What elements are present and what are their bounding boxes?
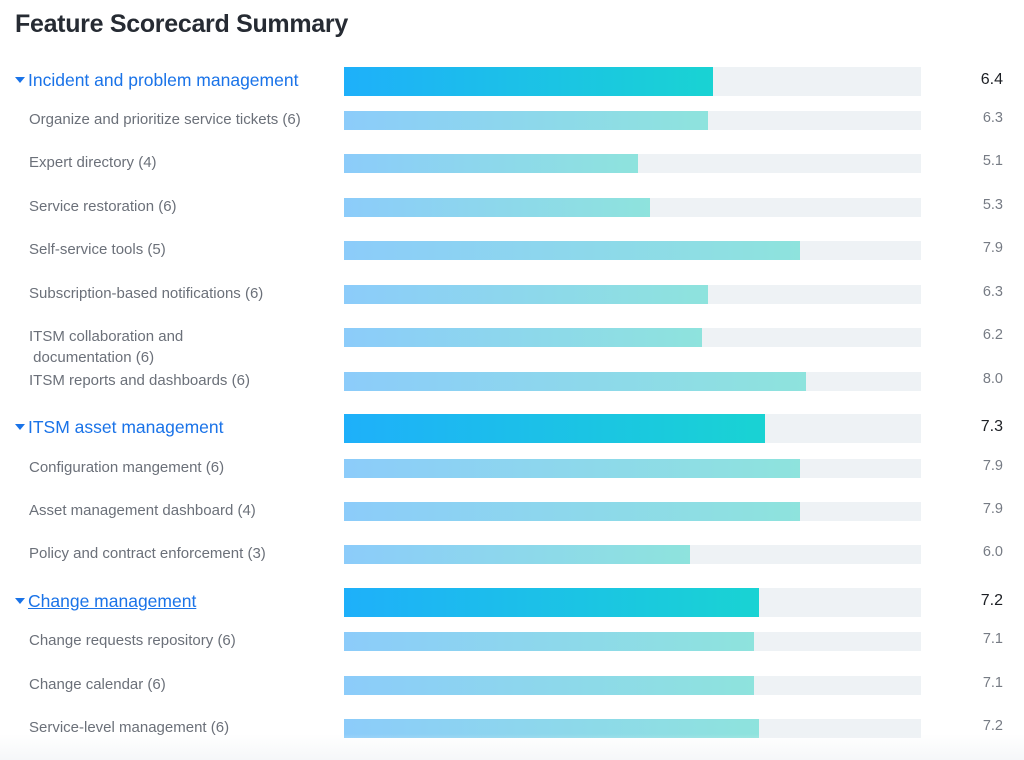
bar-track (344, 197, 921, 217)
group-label-text: Change management (28, 591, 197, 611)
feature-bar (344, 327, 702, 347)
feature-bar (344, 284, 708, 304)
group-label-text: ITSM asset management (28, 417, 224, 437)
score-value: 7.1 (982, 631, 1003, 647)
feature-label-text: Subscription-based notifications (6) (29, 285, 264, 302)
feature-label: Service-level management (6) (29, 717, 329, 738)
score-value: 7.2 (982, 718, 1003, 734)
score-value: 7.9 (982, 458, 1003, 474)
score-value: 6.4 (980, 71, 1003, 88)
feature-label-text: Expert directory (4) (29, 154, 157, 171)
group-bar (344, 413, 765, 443)
feature-label-text: Change calendar (6) (29, 676, 166, 693)
group-label[interactable]: Incident and problem management (15, 70, 298, 91)
group-label-text: Incident and problem management (28, 70, 299, 90)
feature-label: Configuration mangement (6) (29, 457, 329, 478)
score-value: 8.0 (982, 371, 1003, 387)
feature-label-text: Organize and prioritize service tickets … (29, 111, 301, 128)
page-title: Feature Scorecard Summary (15, 10, 348, 38)
score-value: 6.2 (982, 327, 1003, 343)
feature-bar (344, 153, 638, 173)
feature-label: Asset management dashboard (4) (29, 500, 329, 521)
feature-bar (344, 197, 650, 217)
feature-label-text: ITSM reports and dashboards (6) (29, 372, 250, 389)
bar-track (344, 631, 921, 651)
score-value: 7.1 (982, 675, 1003, 691)
feature-label-text: ITSM collaboration and documentation (6) (29, 328, 184, 366)
bar-track (344, 587, 921, 617)
bar-track (344, 66, 921, 96)
score-value: 7.2 (980, 592, 1003, 609)
feature-label: Self-service tools (5) (29, 239, 329, 260)
feature-label: ITSM reports and dashboards (6) (29, 370, 329, 391)
bar-track (344, 284, 921, 304)
feature-label: Expert directory (4) (29, 152, 329, 173)
group-bar (344, 66, 713, 96)
feature-bar (344, 544, 690, 564)
bar-track (344, 718, 921, 738)
feature-label: Organize and prioritize service tickets … (29, 109, 329, 130)
bar-track (344, 413, 921, 443)
caret-down-icon[interactable] (15, 77, 25, 84)
group-label[interactable]: ITSM asset management (15, 417, 224, 438)
feature-bar (344, 110, 708, 130)
bar-track (344, 110, 921, 130)
bar-track (344, 501, 921, 521)
feature-label: Policy and contract enforcement (3) (29, 543, 329, 564)
caret-down-icon[interactable] (15, 424, 25, 431)
score-value: 7.9 (982, 240, 1003, 256)
feature-bar (344, 240, 800, 260)
feature-bar (344, 371, 806, 391)
bar-track (344, 240, 921, 260)
score-value: 6.0 (982, 544, 1003, 560)
feature-label-text: Self-service tools (5) (29, 241, 166, 258)
feature-label: Service restoration (6) (29, 196, 329, 217)
feature-label: ITSM collaboration and documentation (6) (29, 326, 329, 368)
bar-track (344, 458, 921, 478)
feature-label-text: Service restoration (6) (29, 198, 177, 215)
feature-label-text: Policy and contract enforcement (3) (29, 545, 266, 562)
bar-track (344, 544, 921, 564)
score-value: 6.3 (982, 284, 1003, 300)
feature-bar (344, 501, 800, 521)
bar-track (344, 153, 921, 173)
score-value: 7.3 (980, 418, 1003, 435)
group-bar (344, 587, 759, 617)
bar-track (344, 371, 921, 391)
score-value: 6.3 (982, 110, 1003, 126)
feature-label-text: Configuration mangement (6) (29, 459, 225, 476)
feature-bar (344, 675, 754, 695)
feature-label: Subscription-based notifications (6) (29, 283, 329, 304)
score-value: 5.3 (982, 197, 1003, 213)
caret-down-icon[interactable] (15, 598, 25, 605)
bar-track (344, 327, 921, 347)
feature-bar (344, 631, 754, 651)
feature-label-text: Service-level management (6) (29, 719, 230, 736)
group-label[interactable]: Change management (15, 591, 196, 612)
feature-label-text: Asset management dashboard (4) (29, 502, 256, 519)
feature-bar (344, 458, 800, 478)
feature-label: Change requests repository (6) (29, 630, 329, 651)
score-value: 7.9 (982, 501, 1003, 517)
feature-label: Change calendar (6) (29, 674, 329, 695)
bar-track (344, 675, 921, 695)
feature-label-text: Change requests repository (6) (29, 632, 236, 649)
score-value: 5.1 (982, 153, 1003, 169)
feature-bar (344, 718, 759, 738)
